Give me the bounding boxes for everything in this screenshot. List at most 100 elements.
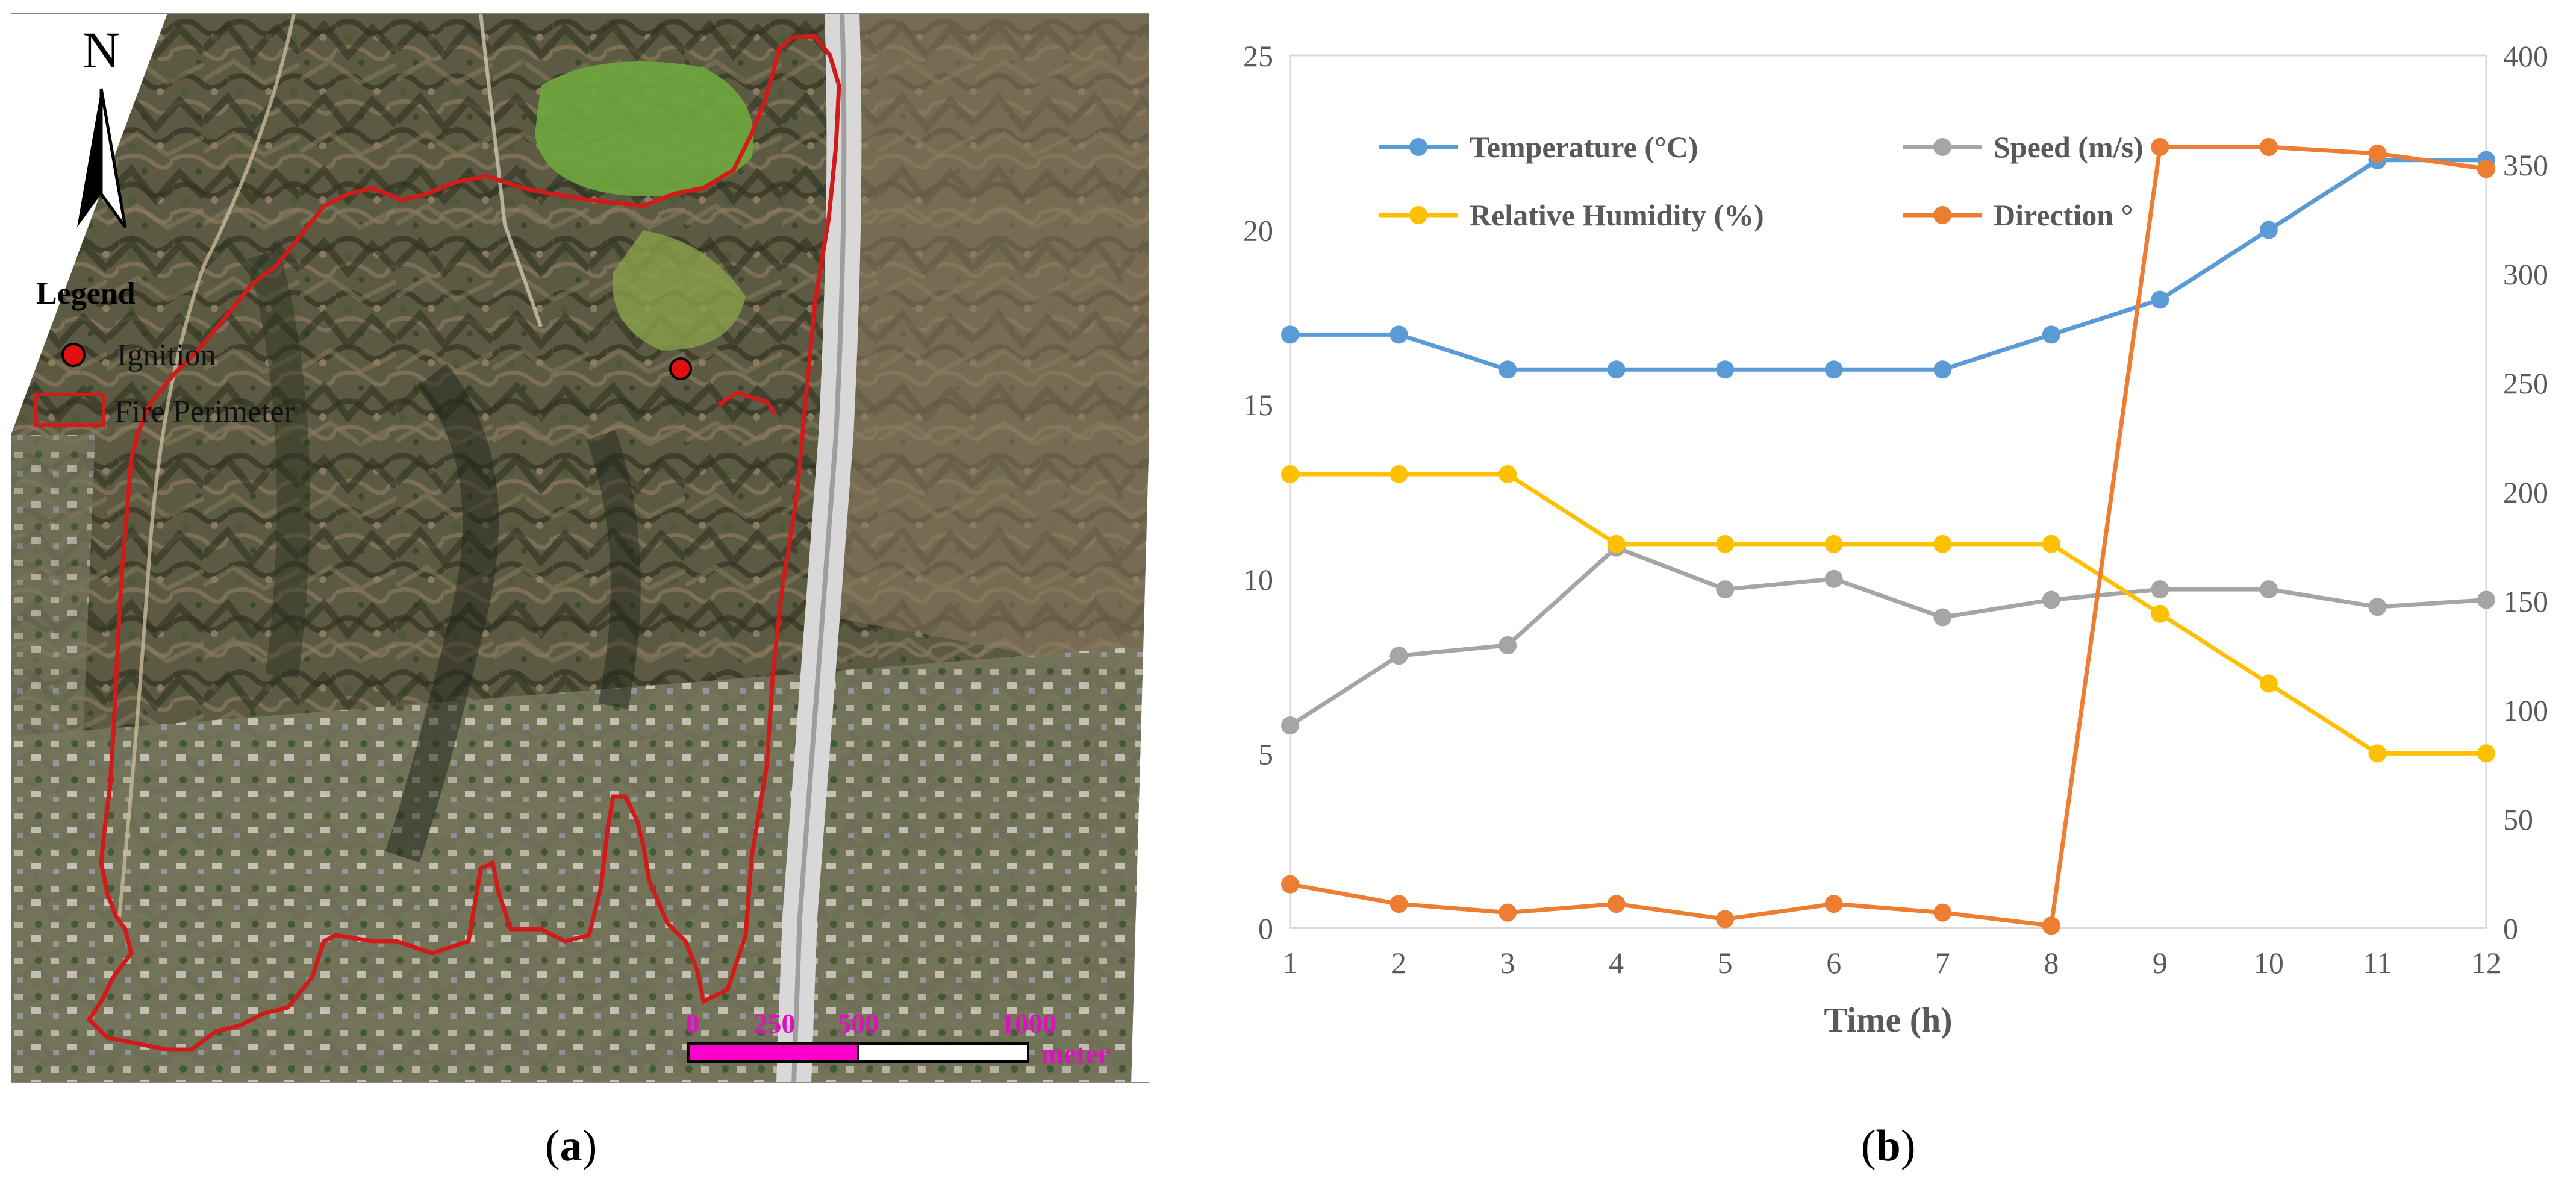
series-point-0 — [1716, 360, 1735, 379]
series-point-0 — [1824, 360, 1843, 379]
series-point-2 — [2368, 744, 2387, 763]
series-point-3 — [2042, 916, 2060, 935]
x-tick-label: 7 — [1935, 946, 1950, 980]
scale-unit: meter — [1041, 1038, 1110, 1069]
legend-label-3: Direction ° — [1994, 198, 2133, 232]
series-point-1 — [2368, 598, 2387, 616]
y-tick-label: 15 — [1243, 388, 1273, 422]
x-tick-label: 1 — [1283, 946, 1298, 980]
ignition-marker — [669, 357, 692, 380]
y2-tick-label: 400 — [2503, 39, 2548, 73]
aerial-imagery — [11, 13, 1149, 1083]
legend-ignition-symbol — [61, 343, 86, 367]
caption-b: (b) — [1861, 1121, 1916, 1171]
scale-label-250: 250 — [754, 1008, 796, 1039]
legend-label-1: Speed (m/s) — [1994, 130, 2144, 164]
legend-title: Legend — [36, 277, 136, 311]
y2-tick-label: 50 — [2503, 803, 2533, 836]
series-point-3 — [1716, 910, 1735, 929]
scale-label-0: 0 — [686, 1008, 700, 1039]
series-point-1 — [1499, 636, 1517, 654]
legend-marker-2 — [1409, 206, 1427, 224]
y-tick-label: 20 — [1243, 214, 1273, 248]
map-panel: N Legend Ignition Fire Perimeter 0 250 5… — [10, 13, 1150, 1083]
series-line-3 — [1290, 145, 2487, 928]
legend-label-0: Temperature (°C) — [1470, 130, 1698, 164]
series-point-1 — [1824, 569, 1843, 588]
series-point-1 — [1716, 580, 1735, 599]
scale-label-500: 500 — [838, 1008, 879, 1039]
series-point-1 — [1281, 716, 1299, 735]
x-tick-label: 2 — [1391, 946, 1406, 980]
legend-perimeter-label: Fire Perimeter — [114, 395, 295, 429]
y-tick-label: 10 — [1243, 563, 1273, 597]
series-point-3 — [1607, 895, 1626, 913]
series-point-0 — [1499, 360, 1517, 379]
series-point-2 — [2259, 674, 2278, 693]
legend-ignition-label: Ignition — [117, 338, 216, 372]
y2-tick-label: 250 — [2503, 366, 2548, 400]
legend-label-2: Relative Humidity (%) — [1470, 198, 1764, 232]
series-point-3 — [2477, 160, 2495, 178]
series-point-1 — [2477, 590, 2495, 609]
series-point-1 — [2259, 580, 2278, 599]
legend-marker-3 — [1933, 206, 1951, 224]
series-point-0 — [2151, 290, 2169, 309]
caption-a: (a) — [545, 1121, 597, 1171]
y-tick-label: 5 — [1258, 737, 1273, 771]
series-point-3 — [1499, 903, 1517, 922]
series-point-0 — [1933, 360, 1952, 379]
x-tick-label: 3 — [1500, 946, 1515, 980]
series-point-3 — [2151, 138, 2169, 157]
series-point-0 — [2042, 325, 2060, 344]
chart-legend: Temperature (°C) Speed (m/s) Relative Humi… — [1379, 130, 2144, 232]
series-point-3 — [1933, 903, 1952, 922]
series-point-2 — [2042, 534, 2060, 553]
x-tick-label: 8 — [2044, 946, 2059, 980]
weather-line-chart: Time (h) Temperature (°C) Speed (m/s) Rela… — [1243, 39, 2548, 1039]
series-point-1 — [2042, 590, 2060, 609]
series-line-0 — [1290, 158, 2486, 372]
y2-tick-label: 150 — [2503, 584, 2548, 618]
y-tick-label: 0 — [1258, 912, 1273, 945]
y2-tick-label: 300 — [2503, 257, 2548, 291]
series-point-2 — [1499, 465, 1517, 484]
y2-tick-label: 350 — [2503, 148, 2548, 182]
series-point-2 — [1933, 534, 1952, 553]
x-tick-label: 11 — [2363, 946, 2392, 980]
series-point-1 — [1933, 608, 1952, 627]
series-point-2 — [1824, 534, 1843, 553]
plot-area — [1289, 54, 2487, 929]
series-point-2 — [1716, 534, 1735, 553]
fire-perimeter — [86, 34, 841, 1052]
legend-perimeter-symbol — [34, 393, 105, 427]
x-tick-label: 5 — [1718, 946, 1733, 980]
x-tick-label: 4 — [1609, 946, 1624, 980]
series-point-1 — [2151, 580, 2169, 599]
series-point-2 — [1607, 534, 1626, 553]
scale-bar: 0 250 500 1000 meter — [686, 1008, 1110, 1069]
series-point-2 — [2477, 744, 2495, 763]
series-point-2 — [1389, 465, 1408, 484]
series-point-3 — [1824, 895, 1843, 913]
y2-tick-label: 200 — [2503, 475, 2548, 509]
x-tick-label: 9 — [2153, 946, 2168, 980]
series-point-1 — [1389, 647, 1408, 665]
series-point-0 — [1281, 325, 1299, 344]
legend-marker-0 — [1409, 138, 1427, 156]
map-svg: N Legend Ignition Fire Perimeter 0 250 5… — [10, 13, 1150, 1083]
y-tick-label: 25 — [1243, 39, 1273, 73]
y2-tick-label: 0 — [2503, 912, 2518, 945]
series-point-0 — [1607, 360, 1626, 379]
series-point-3 — [2259, 138, 2278, 157]
x-tick-label: 6 — [1826, 946, 1841, 980]
series-point-0 — [2259, 221, 2278, 239]
north-label: N — [83, 21, 120, 79]
legend-marker-1 — [1933, 138, 1951, 156]
north-arrow: N — [77, 21, 127, 228]
series-point-2 — [2151, 604, 2169, 623]
weather-chart-panel: Time (h) Temperature (°C) Speed (m/s) Rela… — [1199, 13, 2576, 1083]
x-tick-label: 12 — [2471, 946, 2501, 980]
series-line-1 — [1289, 545, 2487, 728]
series-point-0 — [1389, 325, 1408, 344]
